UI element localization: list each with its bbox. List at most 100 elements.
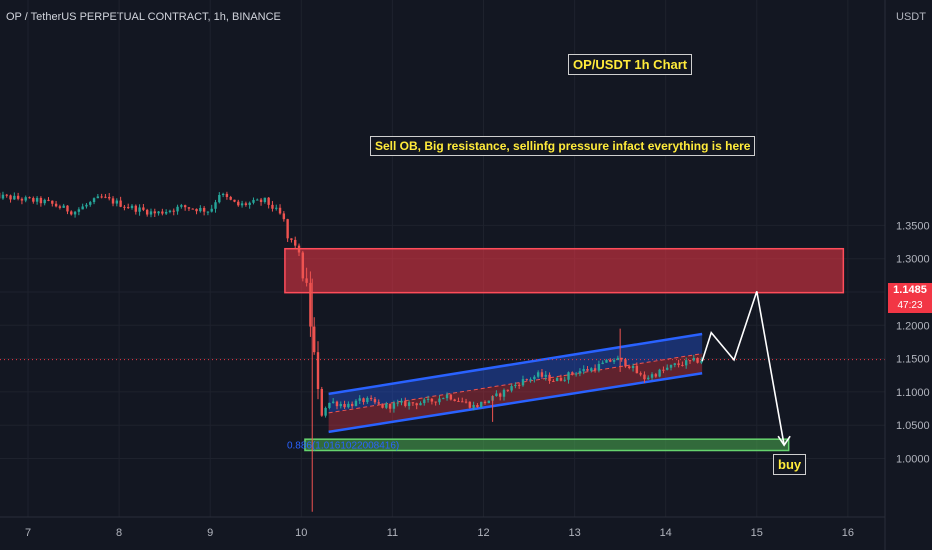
- x-tick-label: 9: [207, 527, 213, 539]
- x-tick-label: 14: [660, 527, 672, 539]
- candle: [282, 211, 286, 222]
- candle: [445, 392, 449, 401]
- candle: [81, 203, 84, 210]
- candle: [563, 376, 566, 382]
- y-tick-label: 1.3000: [896, 254, 930, 266]
- candle: [593, 364, 597, 373]
- candle: [483, 400, 487, 405]
- candle: [586, 366, 589, 372]
- candle: [24, 195, 27, 203]
- candle: [544, 370, 547, 381]
- candle: [47, 197, 50, 202]
- candle: [442, 397, 445, 400]
- candle: [555, 376, 559, 382]
- y-tick-label: 1.3500: [896, 220, 930, 232]
- candle: [449, 393, 453, 401]
- y-tick-label: 1.0500: [896, 420, 930, 432]
- candle: [415, 402, 418, 410]
- candle: [620, 357, 623, 362]
- candle: [578, 368, 582, 377]
- candle: [256, 198, 259, 201]
- candle: [191, 208, 194, 210]
- candle: [39, 196, 43, 207]
- candle: [297, 243, 301, 257]
- channel-upper-line: [328, 332, 703, 396]
- candle: [430, 397, 434, 405]
- candle: [1, 191, 5, 200]
- candle: [252, 197, 255, 205]
- candle: [666, 364, 669, 371]
- candle: [502, 388, 506, 401]
- candle: [305, 267, 308, 287]
- x-tick-label: 12: [477, 527, 489, 539]
- candle: [13, 192, 16, 200]
- candle: [43, 198, 46, 206]
- candle: [240, 200, 244, 208]
- candle: [100, 193, 103, 199]
- channel-lower-fill: [328, 353, 703, 432]
- candle: [468, 401, 472, 409]
- candle: [548, 372, 551, 384]
- candle: [206, 211, 210, 216]
- candle: [35, 196, 39, 205]
- candle: [301, 250, 305, 282]
- candle: [244, 201, 248, 207]
- countdown-badge: 47:23: [888, 298, 932, 313]
- candle: [536, 370, 540, 379]
- candle: [271, 201, 274, 212]
- candle: [183, 204, 187, 211]
- candle: [130, 204, 134, 210]
- candle: [210, 204, 213, 213]
- candle: [145, 208, 149, 217]
- candle: [172, 208, 175, 216]
- candle: [411, 402, 415, 406]
- candle: [654, 372, 658, 378]
- candle: [96, 194, 100, 199]
- candle: [609, 358, 612, 363]
- x-tick-label: 10: [295, 527, 307, 539]
- candle: [567, 371, 570, 384]
- candle: [180, 203, 183, 209]
- candle: [605, 359, 608, 363]
- candle: [453, 398, 456, 402]
- candle: [202, 206, 206, 216]
- candle: [347, 401, 350, 409]
- candle: [331, 398, 335, 404]
- candle: [377, 399, 380, 405]
- candle: [9, 194, 12, 203]
- candle: [335, 400, 339, 410]
- candle: [73, 210, 77, 218]
- candle: [66, 205, 69, 215]
- candle: [681, 361, 684, 367]
- candle: [582, 365, 585, 375]
- candle: [328, 402, 331, 410]
- candle: [218, 192, 221, 204]
- candle: [506, 389, 509, 393]
- candle: [388, 403, 392, 413]
- symbol-title: OP / TetherUS PERPETUAL CONTRACT, 1h, BI…: [6, 11, 281, 23]
- candle: [434, 401, 437, 406]
- candle: [92, 197, 96, 205]
- x-tick-label: 11: [387, 527, 398, 539]
- candle: [51, 200, 54, 207]
- support-zone: [304, 438, 790, 452]
- candle: [313, 317, 316, 355]
- fib-level-label: 0.886(1.0161022008416): [287, 441, 399, 452]
- candle: [423, 397, 426, 406]
- candle: [123, 204, 126, 211]
- projection-arrowhead: [777, 435, 791, 447]
- candle: [688, 360, 692, 364]
- candle: [119, 196, 122, 208]
- candle: [517, 382, 521, 389]
- candle: [658, 368, 661, 378]
- channel-upper-fill: [328, 333, 703, 413]
- candle: [677, 359, 680, 368]
- candle: [487, 400, 491, 404]
- candle: [419, 401, 422, 406]
- candle: [362, 397, 365, 405]
- current-price-badge: 1.1485: [888, 283, 932, 298]
- candles: [0, 191, 703, 512]
- candle: [696, 357, 699, 364]
- candle: [407, 400, 411, 410]
